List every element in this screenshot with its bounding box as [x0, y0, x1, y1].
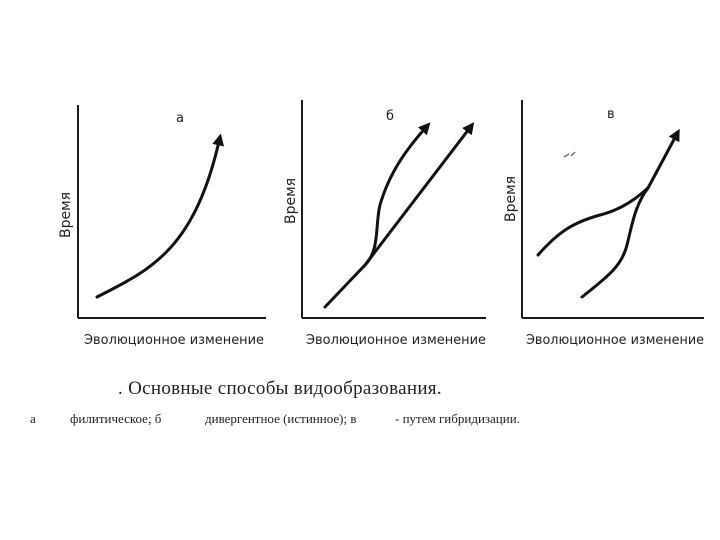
- panel-c-letter: в: [607, 107, 615, 122]
- panel-c-hybrid-lineage: [646, 128, 680, 190]
- panel-b-diverging-branch: [363, 122, 431, 267]
- panel-a: а Время Эволюционное изменение: [58, 105, 266, 348]
- panel-c-left-lineage: [536, 186, 650, 257]
- panel-a-letter: а: [176, 111, 184, 126]
- panel-c: в Время Эволюционное изменение: [503, 100, 704, 348]
- panel-c-x-label: Эволюционное изменение: [526, 333, 704, 348]
- panel-b-trunk-branch: [323, 122, 475, 309]
- panel-c-y-label: Время: [503, 176, 519, 222]
- panel-b-x-label: Эволюционное изменение: [306, 333, 486, 348]
- figure-caption-title: . Основные способы видообразования.: [118, 378, 442, 399]
- legend-part-4: - путем гибридизации.: [395, 411, 520, 426]
- panel-a-phyletic-curve: [95, 133, 225, 299]
- legend-part-2: филитическое; б: [70, 411, 162, 426]
- panel-a-x-label: Эволюционное изменение: [84, 333, 264, 348]
- panel-c-right-lineage: [580, 186, 650, 299]
- legend-part-3: дивергентное (истинное); в: [205, 411, 357, 426]
- panel-b: б Время Эволюционное изменение: [283, 100, 486, 348]
- panel-b-y-label: Время: [283, 178, 299, 224]
- panel-b-letter: б: [386, 109, 394, 124]
- panel-a-y-label: Время: [58, 192, 74, 238]
- panel-c-scan-mark: [563, 151, 576, 158]
- legend-part-1: а: [30, 411, 36, 426]
